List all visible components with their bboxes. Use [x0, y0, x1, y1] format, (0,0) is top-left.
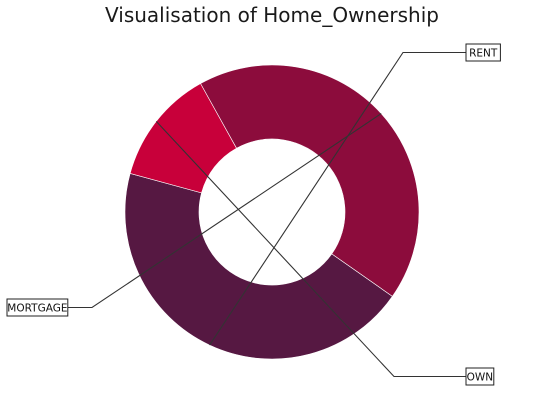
slice-mortgage	[200, 64, 420, 297]
chart-title: Visualisation of Home_Ownership	[105, 3, 439, 27]
label-box-mortgage	[6, 298, 69, 317]
leader-line-mortgage	[67, 113, 382, 309]
label-box-own	[465, 367, 495, 386]
label-own: OWN	[467, 372, 494, 384]
slice-labels: RENT OWN MORTGAGE	[6, 43, 501, 386]
slice-rent	[124, 173, 393, 360]
label-box-rent	[465, 43, 501, 62]
leader-line-own	[155, 121, 466, 378]
donut-slices	[124, 64, 420, 360]
label-mortgage: MORTGAGE	[7, 303, 67, 315]
label-rent: RENT	[469, 48, 498, 60]
